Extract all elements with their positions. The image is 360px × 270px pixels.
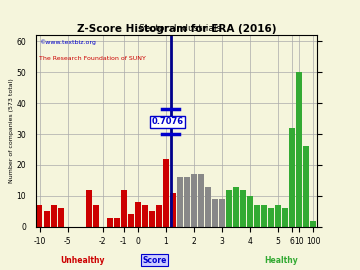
Bar [226, 190, 232, 227]
Bar [289, 128, 295, 227]
Bar [198, 174, 204, 227]
Bar [170, 193, 176, 227]
Bar [107, 218, 113, 227]
Title: Z-Score Histogram for ERA (2016): Z-Score Histogram for ERA (2016) [77, 24, 276, 34]
Text: Sector: Industrials: Sector: Industrials [139, 24, 221, 33]
Bar [205, 187, 211, 227]
Bar [247, 196, 253, 227]
Bar [296, 72, 302, 227]
Text: Healthy: Healthy [264, 255, 298, 265]
Text: Score: Score [143, 255, 167, 265]
Bar [86, 190, 92, 227]
Bar [44, 211, 50, 227]
Bar [310, 221, 316, 227]
Bar [50, 205, 57, 227]
Bar [191, 174, 197, 227]
Bar [58, 208, 64, 227]
Y-axis label: Number of companies (573 total): Number of companies (573 total) [9, 79, 14, 183]
Bar [177, 177, 183, 227]
Bar [268, 208, 274, 227]
Bar [303, 146, 309, 227]
Bar [93, 205, 99, 227]
Bar [261, 205, 267, 227]
Bar [219, 199, 225, 227]
Bar [163, 159, 169, 227]
Bar [142, 205, 148, 227]
Bar [128, 214, 134, 227]
Bar [254, 205, 260, 227]
Text: Unhealthy: Unhealthy [60, 255, 105, 265]
Bar [282, 208, 288, 227]
Bar [121, 190, 127, 227]
Bar [240, 190, 246, 227]
Bar [233, 187, 239, 227]
Bar [135, 202, 141, 227]
Bar [184, 177, 190, 227]
Bar [36, 205, 42, 227]
Bar [156, 205, 162, 227]
Bar [275, 205, 281, 227]
Bar [212, 199, 218, 227]
Bar [149, 211, 155, 227]
Text: 0.7076: 0.7076 [151, 117, 183, 126]
Text: The Research Foundation of SUNY: The Research Foundation of SUNY [39, 56, 146, 61]
Bar [114, 218, 120, 227]
Text: ©www.textbiz.org: ©www.textbiz.org [39, 39, 96, 45]
